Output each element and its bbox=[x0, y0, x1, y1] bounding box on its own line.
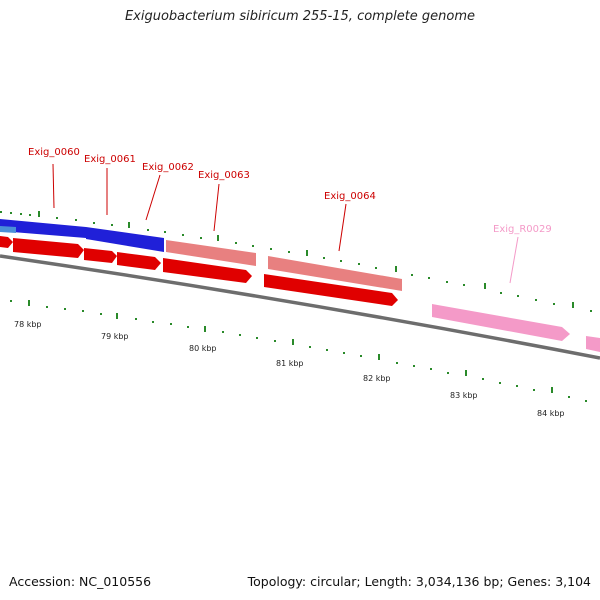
gene-label-exig-r0029: Exig_R0029 bbox=[493, 224, 552, 235]
kbp-scale: 78 kbp 79 kbp 80 kbp 81 kbp 82 kbp 83 kb… bbox=[14, 320, 565, 418]
gene-arrow-red-6 bbox=[264, 274, 398, 306]
kbp-label: 78 kbp bbox=[14, 320, 42, 329]
kbp-label: 82 kbp bbox=[363, 374, 391, 383]
outer-gene-track bbox=[0, 219, 402, 291]
gene-arrow-red-1 bbox=[0, 236, 13, 248]
gene-label-exig-0061: Exig_0061 bbox=[84, 154, 136, 165]
gene-label-exig-0062: Exig_0062 bbox=[142, 162, 194, 173]
kbp-label: 79 kbp bbox=[101, 332, 129, 341]
gene-arrow-red-2 bbox=[13, 238, 84, 258]
genome-summary-text: Topology: circular; Length: 3,034,136 bp… bbox=[247, 574, 591, 589]
gene-arrow-pink-edge bbox=[586, 336, 600, 352]
upper-tick-ring bbox=[0, 211, 592, 312]
gene-arrow-red-5 bbox=[163, 258, 252, 283]
gene-label-exig-0060: Exig_0060 bbox=[28, 147, 80, 158]
kbp-label: 80 kbp bbox=[189, 344, 217, 353]
kbp-label: 81 kbp bbox=[276, 359, 304, 368]
inner-gene-track bbox=[0, 236, 600, 352]
gene-arrow-red-3 bbox=[84, 248, 117, 263]
map-title: Exiguobacterium sibiricum 255-15, comple… bbox=[124, 9, 476, 24]
gene-arrow-red-4 bbox=[117, 252, 161, 270]
gene-label-exig-0063: Exig_0063 bbox=[198, 170, 250, 181]
gene-label-exig-0064: Exig_0064 bbox=[324, 191, 376, 202]
lower-tick-ring bbox=[10, 300, 587, 402]
gene-block-exig-0060-segment bbox=[0, 219, 86, 238]
kbp-label: 84 kbp bbox=[537, 409, 565, 418]
gene-block-small-light bbox=[0, 226, 16, 233]
gene-block-exig-0064 bbox=[268, 256, 402, 291]
kbp-label: 83 kbp bbox=[450, 391, 478, 400]
gene-arrow-pink-rna bbox=[432, 304, 570, 341]
gene-block-exig-0063 bbox=[166, 240, 256, 266]
gene-block-exig-0061 bbox=[86, 227, 164, 252]
genome-backbone bbox=[0, 254, 600, 360]
accession-text: Accession: NC_010556 bbox=[9, 574, 152, 589]
gene-labels: Exig_0060 Exig_0061 Exig_0062 Exig_0063 … bbox=[28, 147, 552, 284]
